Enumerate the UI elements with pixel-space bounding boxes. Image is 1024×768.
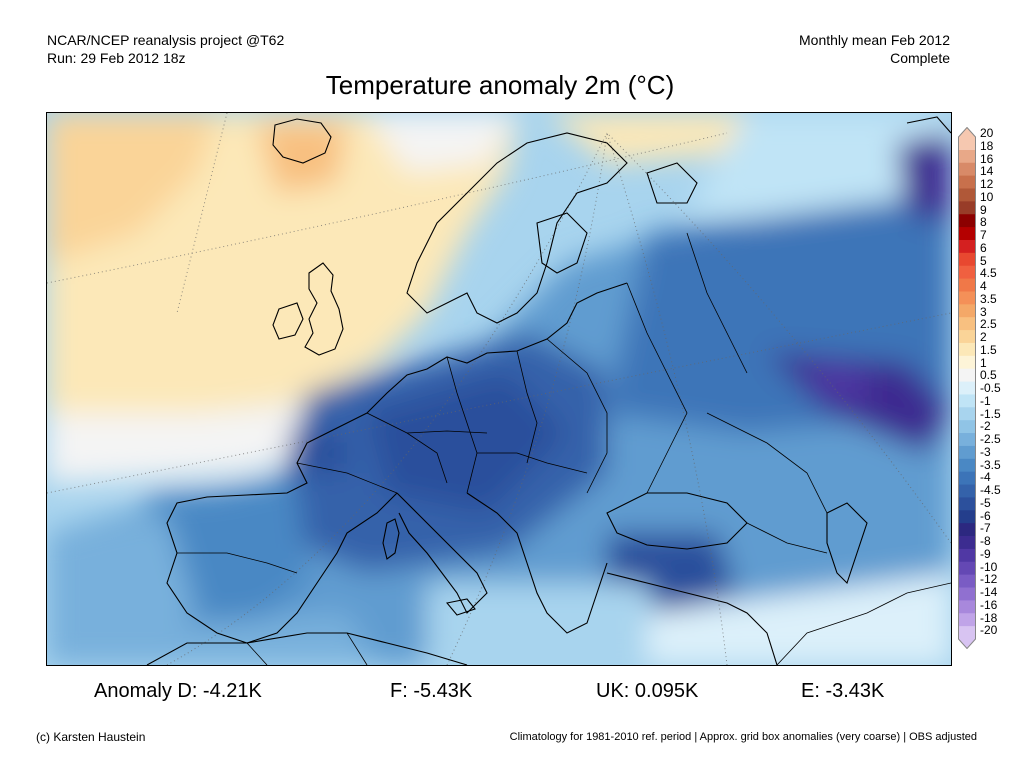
- colorbar-swatch: [958, 201, 976, 215]
- colorbar-outline: [958, 127, 976, 649]
- colorbar-swatch: [958, 304, 976, 318]
- anomaly-field: [47, 113, 951, 665]
- status-label: Complete: [890, 50, 950, 66]
- colorbar-swatch: [958, 394, 976, 408]
- uk-anomaly: UK: 0.095K: [596, 680, 699, 702]
- anomaly-map: [46, 112, 952, 666]
- colorbar-swatch: [958, 420, 976, 434]
- spain-anomaly: E: -3.43K: [801, 680, 885, 702]
- map-title: Temperature anomaly 2m (°C): [325, 70, 675, 100]
- colorbar-swatch: [958, 149, 976, 164]
- colorbar-tick-label: 7: [980, 228, 987, 242]
- colorbar-tick-label: -18: [980, 610, 998, 625]
- colorbar-swatch: [958, 355, 976, 370]
- colorbar-tick-label: 3.5: [980, 291, 997, 306]
- colorbar-tick-label: 2.5: [980, 317, 997, 332]
- dataset-label: NCAR/NCEP reanalysis project @T62: [47, 32, 285, 48]
- colorbar-tick-label: 16: [980, 151, 994, 166]
- colorbar-tick-label: 1.5: [980, 342, 997, 357]
- colorbar-tick-label: 1: [980, 355, 987, 370]
- colorbar-swatch: [958, 458, 976, 473]
- colorbar-tick-label: -2.5: [980, 432, 1001, 446]
- colorbar-swatch: [958, 574, 976, 589]
- colorbar-tick-label: -8: [980, 534, 991, 548]
- colorbar-swatch: [958, 536, 976, 550]
- colorbar-swatch: [958, 278, 976, 292]
- colorbar-tick-label: -14: [980, 585, 998, 599]
- colorbar-swatch: [958, 497, 976, 511]
- colorbar-swatch: [958, 342, 976, 357]
- colorbar-tick-label: 12: [980, 177, 994, 191]
- colorbar-swatch: [958, 291, 976, 305]
- colorbar-tick-label: -12: [980, 572, 998, 587]
- colorbar-tick-label: -10: [980, 559, 998, 574]
- colorbar-swatch: [958, 162, 976, 177]
- germany-anomaly: Anomaly D: -4.21K: [94, 680, 262, 702]
- colorbar-swatch: [958, 407, 976, 421]
- colorbar-swatch: [958, 445, 976, 460]
- colorbar-tick-label: -6: [980, 508, 991, 523]
- colorbar-tick-label: -7: [980, 521, 991, 536]
- colorbar-tick-label: 3: [980, 304, 987, 319]
- colorbar-tick-label: -1: [980, 393, 991, 408]
- colorbar-tick-label: -4: [980, 470, 991, 485]
- colorbar-swatch: [958, 127, 976, 150]
- colorbar-swatch: [958, 265, 976, 280]
- france-anomaly: F: -5.43K: [390, 680, 473, 702]
- colorbar-swatch: [958, 227, 976, 241]
- colorbar-tick-label: 5: [980, 253, 987, 268]
- colorbar-swatch: [958, 381, 976, 395]
- coastlines: [146, 116, 951, 665]
- colorbar-tick-label: 4: [980, 279, 987, 293]
- colorbar-tick-label: -20: [980, 623, 998, 638]
- colorbar-tick-label: -16: [980, 597, 998, 612]
- colorbar-tick-label: 2: [980, 330, 987, 344]
- run-label: Run: 29 Feb 2012 18z: [47, 50, 186, 66]
- colorbar-tick-label: -2: [980, 419, 991, 434]
- colorbar-swatch: [958, 484, 976, 498]
- copyright: (c) Karsten Haustein: [36, 730, 146, 744]
- colorbar-tick-label: 20: [980, 126, 994, 140]
- colorbar: [958, 127, 976, 649]
- colorbar-tick-label: 10: [980, 189, 994, 204]
- header-run-info: NCAR/NCEP reanalysis project @T62 Run: 2…: [47, 31, 284, 67]
- colorbar-tick-label: -3.5: [980, 457, 1001, 472]
- colorbar-tick-label: 8: [980, 215, 987, 230]
- colorbar-swatch: [958, 523, 976, 537]
- colorbar-tick-label: -1.5: [980, 406, 1001, 421]
- colorbar-swatch: [958, 252, 976, 267]
- colorbar-swatch: [958, 368, 976, 383]
- graticule: [47, 113, 951, 665]
- colorbar-swatch: [958, 613, 976, 627]
- period-label: Monthly mean Feb 2012: [799, 32, 950, 48]
- colorbar-tick-label: -0.5: [980, 381, 1001, 395]
- colorbar-tick-label: -9: [980, 546, 991, 561]
- colorbar-tick-label: 4.5: [980, 266, 997, 281]
- header-period-info: Monthly mean Feb 2012 Complete: [799, 31, 950, 67]
- colorbar-swatch: [958, 626, 976, 649]
- colorbar-tick-label: 9: [980, 202, 987, 217]
- colorbar-tick-label: -3: [980, 444, 991, 459]
- colorbar-swatch: [958, 471, 976, 486]
- colorbar-swatch: [958, 175, 976, 189]
- colorbar-swatch: [958, 433, 976, 447]
- colorbar-swatch: [958, 587, 976, 601]
- colorbar-swatch: [958, 510, 976, 524]
- colorbar-swatch: [958, 214, 976, 228]
- country-borders: [177, 232, 951, 665]
- colorbar-swatch: [958, 330, 976, 344]
- colorbar-tick-label: -4.5: [980, 483, 1001, 497]
- footnote: Climatology for 1981-2010 ref. period | …: [509, 731, 977, 743]
- colorbar-tick-label: 18: [980, 138, 994, 153]
- colorbar-swatch: [958, 239, 976, 254]
- colorbar-swatch: [958, 600, 976, 614]
- colorbar-swatch: [958, 548, 976, 563]
- colorbar-tick-label: -5: [980, 495, 991, 510]
- colorbar-swatch: [958, 317, 976, 331]
- colorbar-swatch: [958, 188, 976, 202]
- colorbar-tick-label: 14: [980, 164, 994, 179]
- colorbar-tick-label: 6: [980, 240, 987, 255]
- colorbar-swatch: [958, 561, 976, 576]
- colorbar-tick-label: 0.5: [980, 368, 997, 383]
